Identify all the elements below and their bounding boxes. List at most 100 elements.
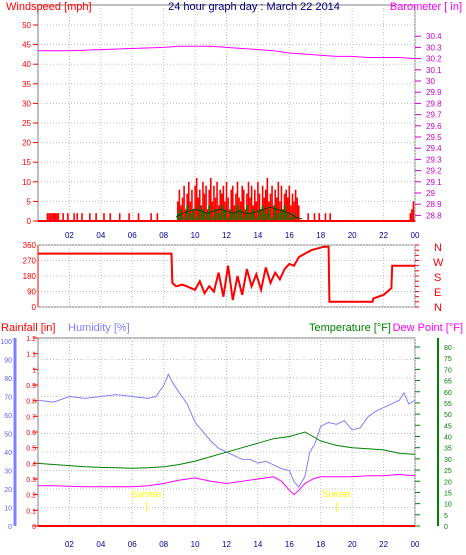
humidity-tick-label: 40 (4, 450, 12, 457)
time-tick-label: 10 (191, 231, 200, 240)
baro-tick-label: 29.3 (426, 155, 442, 164)
time-tick-label: 16 (285, 540, 294, 549)
direction-y-axis: 0 90 180 270 360 (23, 241, 419, 312)
direction-line (38, 245, 415, 303)
temp-tick-label: 80 (444, 345, 452, 352)
wind-avg-line (175, 206, 303, 220)
rain-tick-label: 1.1 (26, 352, 36, 359)
time-tick-label: 02 (65, 540, 74, 549)
dewpoint-axis-title: Dew Point [°F] (393, 322, 463, 334)
wind-tick-label: 30 (22, 99, 31, 108)
humidity-axis-title: Humidity [%] (68, 322, 130, 334)
sunset-label: Sunset (322, 489, 351, 499)
baro-tick-label: 28.8 (426, 211, 442, 220)
rain-tick-label: 0 (32, 524, 36, 531)
humidity-line (37, 373, 416, 488)
time-tick-label: 20 (348, 231, 357, 240)
temp-tick-label: 55 (444, 401, 452, 408)
temp-tick-label: 65 (444, 379, 452, 386)
direction-series (38, 245, 415, 303)
time-tick-label: 18 (316, 540, 325, 549)
rain-tick-label: 0.4 (26, 461, 36, 468)
time-tick-label: 22 (379, 231, 388, 240)
temp-tick-label: 60 (444, 390, 452, 397)
rain-tick-label: 0.8 (26, 399, 36, 406)
climate-panel-grid (38, 338, 416, 527)
rain-tick-label: 0.7 (26, 414, 36, 421)
time-tick-label: 22 (379, 540, 388, 549)
rainfall-axis-title: Rainfall [in] (1, 322, 55, 334)
temp-tick-label: 35 (444, 446, 452, 453)
barometer-axis-title: Barometer [ in] (390, 1, 462, 13)
baro-tick-label: 30 (426, 77, 435, 86)
baro-tick-label: 29.2 (426, 167, 442, 176)
dir-label-n1: N (434, 242, 442, 254)
dir-label-s: S (434, 272, 441, 284)
wind-tick-label: 20 (22, 139, 31, 148)
baro-tick-label: 29.7 (426, 111, 442, 120)
temperature-axis-title: Temperature [°F] (309, 322, 391, 334)
time-tick-label: 14 (253, 540, 262, 549)
temp-tick-label: 5 (444, 513, 448, 520)
time-tick-label: 06 (128, 231, 137, 240)
wind-tick-label: 5 (27, 197, 32, 206)
baro-tick-label: 30.3 (426, 43, 442, 52)
humidity-tick-label: 80 (4, 376, 12, 383)
wind-y-axis: 0 5 10 15 20 25 30 35 40 45 50 (22, 21, 38, 226)
rain-tick-label: 1 (32, 367, 36, 374)
time-tick-label: 00 (411, 231, 420, 240)
dir-label-n2: N (434, 302, 442, 314)
baro-tick-label: 29.5 (426, 133, 442, 142)
dir-tick-label: 0 (32, 303, 37, 312)
temp-tick-label: 20 (444, 479, 452, 486)
humidity-tick-label: 90 (4, 358, 12, 365)
rain-tick-label: 0.2 (26, 493, 36, 500)
baro-tick-label: 29 (426, 189, 435, 198)
temp-tick-label: 40 (444, 435, 452, 442)
temp-tick-label: 0 (444, 524, 448, 531)
time-tick-label: 12 (222, 231, 231, 240)
baro-tick-label: 29.1 (426, 178, 442, 187)
time-tick-label: 06 (128, 540, 137, 549)
humidity-tick-label: 60 (4, 413, 12, 420)
time-axis-2: 02 04 06 08 10 12 14 16 18 20 22 00 (65, 540, 420, 549)
wind-tick-label: 35 (22, 80, 31, 89)
time-tick-label: 08 (159, 231, 168, 240)
windspeed-axis-title: Windspeed [mph] (6, 1, 92, 13)
rain-tick-label: 1.2 (26, 336, 36, 343)
rain-tick-label: 0.9 (26, 383, 36, 390)
time-axis-1-bg (38, 227, 415, 241)
baro-tick-label: 30.1 (426, 66, 442, 75)
baro-tick-label: 29.8 (426, 99, 442, 108)
dir-tick-label: 360 (23, 241, 37, 250)
rain-tick-label: 0.3 (26, 477, 36, 484)
time-axis-1: 02 04 06 08 10 12 14 16 18 20 22 00 (65, 231, 420, 240)
chart-title: 24 hour graph day : March 22 2014 (168, 1, 340, 13)
temp-tick-label: 45 (444, 423, 452, 430)
time-tick-label: 08 (159, 540, 168, 549)
baro-tick-label: 29.4 (426, 144, 442, 153)
sunrise-marker: Sunrise (131, 489, 162, 512)
rain-tick-label: 0.6 (26, 430, 36, 437)
time-tick-label: 18 (316, 231, 325, 240)
wind-tick-label: 25 (22, 119, 31, 128)
wind-series (38, 45, 416, 221)
sunrise-label: Sunrise (131, 489, 162, 499)
temp-tick-label: 10 (444, 502, 452, 509)
time-tick-label: 04 (96, 540, 105, 549)
wind-tick-label: 10 (22, 178, 31, 187)
dir-tick-label: 270 (23, 257, 37, 266)
temp-tick-label: 75 (444, 356, 452, 363)
temp-tick-label: 70 (444, 367, 452, 374)
wind-tick-label: 15 (22, 158, 31, 167)
rain-tick-label: 0.1 (26, 508, 36, 515)
baro-tick-label: 29.9 (426, 88, 442, 97)
time-tick-label: 02 (65, 231, 74, 240)
time-tick-label: 04 (96, 231, 105, 240)
temp-tick-label: 30 (444, 457, 452, 464)
barometer-line (38, 45, 416, 60)
wind-tick-label: 0 (27, 217, 32, 226)
time-tick-label: 00 (411, 540, 420, 549)
humidity-tick-label: 20 (4, 487, 12, 494)
